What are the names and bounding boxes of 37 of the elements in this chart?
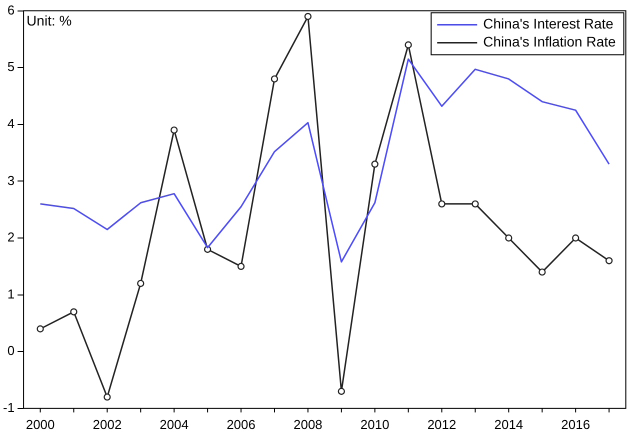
y-tick-label: -1 — [2, 400, 15, 415]
point — [572, 234, 580, 242]
y-tick-label: 5 — [7, 59, 15, 74]
point — [338, 388, 346, 395]
x-tick-label: 2008 — [293, 416, 322, 432]
x-tick-label: 2002 — [92, 416, 122, 432]
point — [472, 200, 479, 208]
point — [605, 257, 613, 264]
point — [404, 41, 412, 48]
point — [237, 262, 245, 270]
y-tick-label: 1 — [7, 286, 15, 302]
point — [170, 126, 178, 134]
y-tick-label: 2 — [7, 230, 15, 245]
x-tick-label: 2010 — [360, 416, 390, 432]
annotation: Unit: % — [26, 12, 72, 29]
y-tick-label: 4 — [7, 116, 15, 131]
point — [371, 160, 378, 168]
y-tick-label: 0 — [7, 343, 15, 358]
point — [505, 234, 512, 242]
x-tick-label: 2012 — [427, 416, 456, 432]
point — [270, 75, 278, 83]
x-tick-label: 2000 — [26, 416, 55, 432]
point — [304, 12, 312, 20]
legend-label: China's Inflation Rate — [483, 34, 616, 50]
point — [70, 308, 78, 316]
x-tick-label: 2004 — [160, 416, 189, 432]
point — [36, 325, 44, 332]
point — [438, 200, 446, 208]
point — [104, 393, 111, 401]
y-tick-label: 6 — [7, 2, 15, 18]
x-tick-label: 2014 — [494, 416, 524, 432]
legend-label: China's Interest Rate — [483, 16, 614, 32]
y-tick-label: 3 — [7, 172, 15, 188]
x-tick-label: 2016 — [561, 416, 590, 432]
x-tick-label: 2006 — [226, 416, 256, 432]
point — [538, 268, 546, 276]
point — [137, 280, 144, 288]
